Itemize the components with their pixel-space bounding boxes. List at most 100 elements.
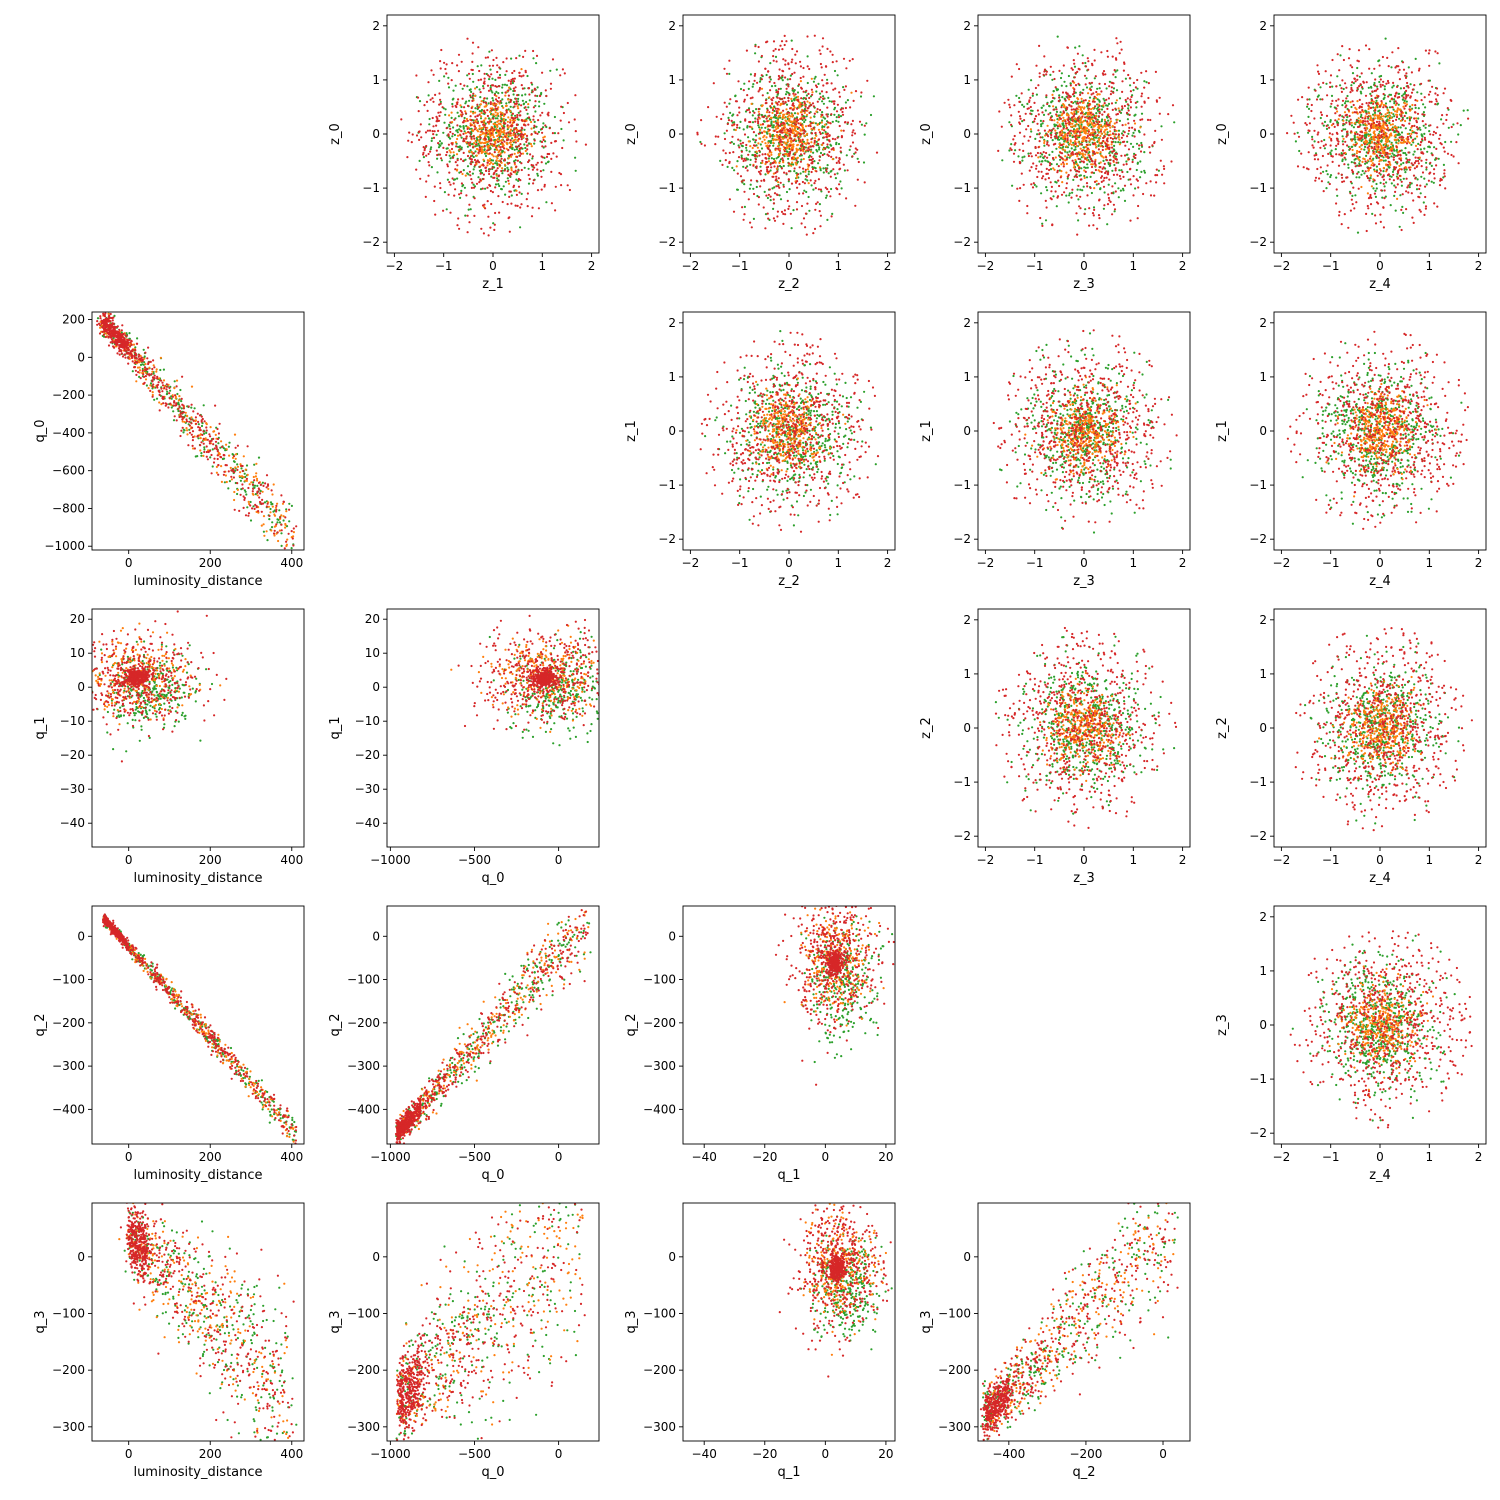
scatter-point — [1108, 199, 1111, 202]
scatter-point — [520, 192, 523, 195]
scatter-point — [446, 151, 449, 154]
scatter-point — [464, 112, 467, 115]
scatter-point — [823, 117, 827, 120]
scatter-point — [484, 207, 487, 210]
scatter-point — [470, 158, 473, 161]
scatter-point — [1022, 105, 1026, 108]
scatter-point — [1033, 183, 1036, 186]
scatter-point — [758, 88, 761, 91]
scatter-point — [829, 122, 832, 125]
scatter-point — [1124, 77, 1127, 80]
scatter-point — [1039, 155, 1042, 158]
scatter-point — [1048, 153, 1051, 156]
scatter-point — [1038, 160, 1041, 163]
scatter-point — [524, 146, 527, 150]
x-tick-label: −2 — [977, 259, 995, 273]
scatter-point — [1055, 163, 1059, 166]
scatter-point — [1108, 85, 1111, 88]
scatter-point — [526, 138, 529, 141]
scatter-point — [487, 129, 490, 132]
scatter-point — [493, 171, 496, 174]
scatter-point — [1065, 92, 1068, 95]
scatter-point — [507, 182, 511, 185]
scatter-point — [473, 197, 476, 200]
scatter-point — [492, 155, 495, 158]
scatter-point — [455, 169, 459, 172]
scatter-point — [771, 108, 775, 112]
scatter-point — [472, 119, 475, 122]
scatter-point — [1015, 63, 1018, 66]
scatter-point — [782, 109, 785, 112]
scatter-point — [833, 113, 836, 116]
scatter-point — [517, 179, 520, 182]
scatter-point — [1393, 194, 1396, 197]
scatter-point — [467, 72, 471, 75]
scatter-point — [777, 147, 780, 150]
scatter-point — [1043, 144, 1046, 147]
scatter-point — [468, 203, 471, 206]
scatter-point — [785, 150, 788, 153]
scatter-point — [482, 232, 485, 235]
scatter-point — [1043, 68, 1047, 71]
scatter-point — [1033, 120, 1036, 123]
scatter-point — [1375, 187, 1378, 190]
scatter-point — [520, 132, 523, 136]
scatter-point — [491, 107, 494, 110]
scatter-point — [1438, 62, 1441, 65]
scatter-point — [1088, 154, 1091, 157]
scatter-point — [784, 153, 787, 156]
scatter-point — [819, 188, 823, 191]
scatter-point — [536, 168, 539, 171]
scatter-point — [505, 57, 508, 60]
scatter-point — [573, 118, 576, 121]
scatter-point — [821, 111, 824, 114]
scatter-point — [723, 101, 726, 104]
scatter-point — [432, 125, 435, 128]
scatter-point — [770, 157, 774, 160]
scatter-point — [1111, 146, 1114, 149]
scatter-point — [424, 131, 428, 134]
scatter-point — [522, 102, 526, 105]
scatter-point — [527, 160, 530, 164]
scatter-point — [1350, 124, 1353, 127]
scatter-point — [1417, 117, 1420, 120]
scatter-point — [788, 117, 791, 120]
scatter-point — [1003, 101, 1006, 104]
scatter-point — [745, 143, 748, 147]
scatter-point — [772, 157, 776, 161]
scatter-point — [789, 107, 792, 110]
scatter-point — [1330, 94, 1334, 97]
scatter-point — [772, 59, 775, 62]
scatter-point — [1114, 57, 1118, 60]
scatter-point — [469, 174, 472, 177]
scatter-point — [1112, 159, 1115, 162]
scatter-point — [1362, 123, 1365, 126]
scatter-point — [787, 97, 790, 100]
scatter-point — [480, 64, 483, 67]
scatter-point — [1115, 137, 1118, 140]
scatter-point — [1038, 44, 1041, 48]
scatter-point — [749, 221, 752, 224]
scatter-point — [1119, 189, 1122, 192]
scatter-point — [530, 163, 533, 167]
scatter-point — [1125, 160, 1128, 163]
scatter-point — [446, 165, 449, 168]
scatter-point — [431, 116, 434, 120]
scatter-point — [806, 168, 810, 171]
scatter-point — [560, 105, 563, 108]
scatter-point — [1040, 192, 1043, 195]
scatter-point — [1036, 151, 1039, 155]
scatter-point — [1354, 194, 1357, 197]
scatter-point — [472, 135, 475, 138]
scatter-point — [802, 170, 805, 173]
y-tick-label: −2 — [658, 235, 676, 249]
scatter-point — [1012, 152, 1016, 155]
scatter-point — [832, 168, 835, 171]
scatter-point — [1068, 192, 1071, 195]
scatter-point — [1428, 130, 1431, 133]
scatter-point — [826, 115, 829, 118]
scatter-point — [477, 46, 480, 49]
scatter-point — [1077, 141, 1080, 144]
scatter-point — [1121, 140, 1125, 144]
scatter-point — [755, 185, 758, 189]
